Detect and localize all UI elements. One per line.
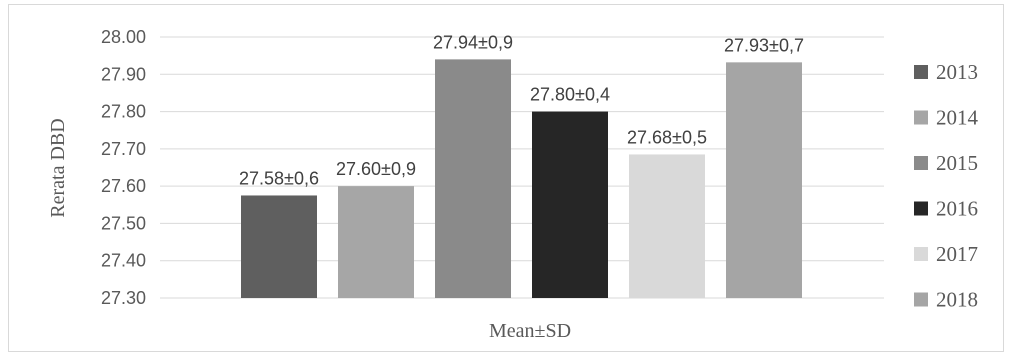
legend-swatch-2015 <box>914 156 928 170</box>
data-labels: 27.58±0,6 27.60±0,9 27.94±0,9 27.80±0,4 27.6… <box>239 32 804 188</box>
legend-label-2018: 2018 <box>936 288 978 312</box>
data-label-2017: 27.68±0,5 <box>627 127 707 147</box>
legend: 2013 2014 2015 2016 2017 2018 <box>914 60 979 312</box>
x-axis-title: Mean±SD <box>489 320 571 342</box>
bar-2017 <box>629 154 705 298</box>
legend-label-2013: 2013 <box>936 60 978 84</box>
y-tick-label: 27.50 <box>101 213 146 233</box>
y-tick-label: 28.00 <box>101 27 146 47</box>
y-tick-label: 27.70 <box>101 139 146 159</box>
y-axis-ticks: 28.00 27.90 27.80 27.70 27.60 27.50 27.40 27.30 <box>101 27 146 308</box>
data-label-2015: 27.94±0,9 <box>433 32 513 52</box>
bar-2013 <box>241 195 317 298</box>
legend-label-2017: 2017 <box>936 242 978 266</box>
legend-label-2014: 2014 <box>936 106 979 130</box>
y-axis-title: Rerata DBD <box>47 118 69 217</box>
legend-swatch-2013 <box>914 65 928 79</box>
y-tick-label: 27.40 <box>101 251 146 271</box>
legend-swatch-2017 <box>914 247 928 261</box>
y-tick-label: 27.60 <box>101 176 146 196</box>
y-tick-label: 27.30 <box>101 288 146 308</box>
bar-2014 <box>338 186 414 298</box>
bar-2016 <box>532 111 608 298</box>
legend-swatch-2016 <box>914 201 928 216</box>
data-label-2016: 27.80±0,4 <box>530 85 610 105</box>
legend-swatch-2018 <box>914 292 928 307</box>
bars <box>241 59 802 299</box>
data-label-2018: 27.93±0,7 <box>724 35 804 55</box>
legend-label-2016: 2016 <box>936 197 978 221</box>
legend-swatch-2014 <box>914 110 928 125</box>
data-label-2013: 27.58±0,6 <box>239 168 319 188</box>
data-label-2014: 27.60±0,9 <box>336 159 416 179</box>
bar-2015 <box>435 59 511 298</box>
y-tick-label: 27.80 <box>101 102 146 122</box>
bar-2018 <box>726 62 802 299</box>
y-tick-label: 27.90 <box>101 64 146 84</box>
legend-label-2015: 2015 <box>936 151 978 175</box>
